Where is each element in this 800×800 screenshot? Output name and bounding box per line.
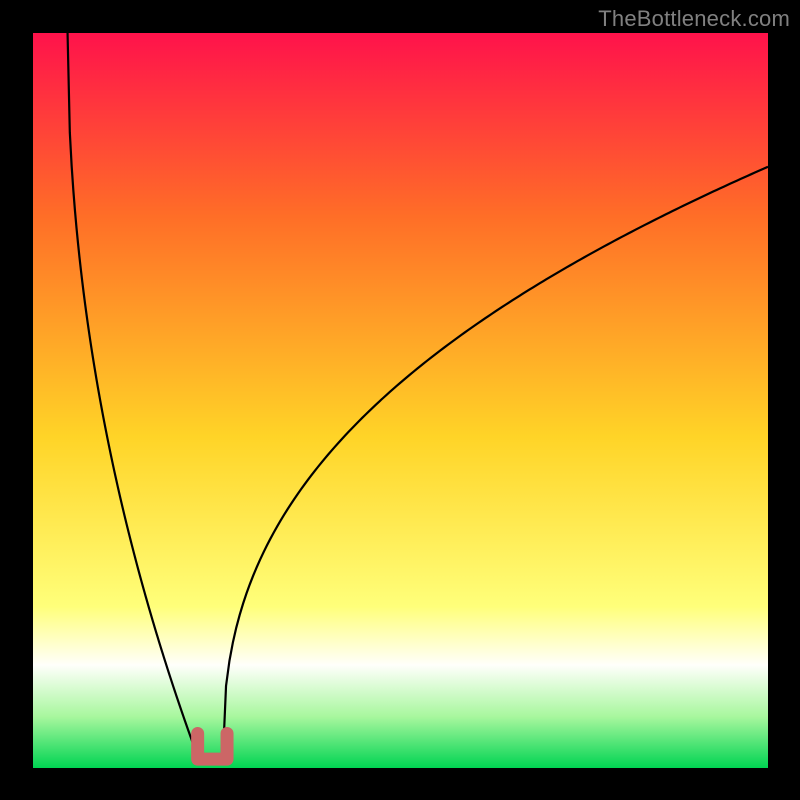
- chart-svg: [33, 33, 768, 768]
- plot-area: [33, 33, 768, 768]
- chart-root: TheBottleneck.com: [0, 0, 800, 800]
- watermark-text: TheBottleneck.com: [598, 6, 790, 32]
- gradient-background: [33, 33, 768, 768]
